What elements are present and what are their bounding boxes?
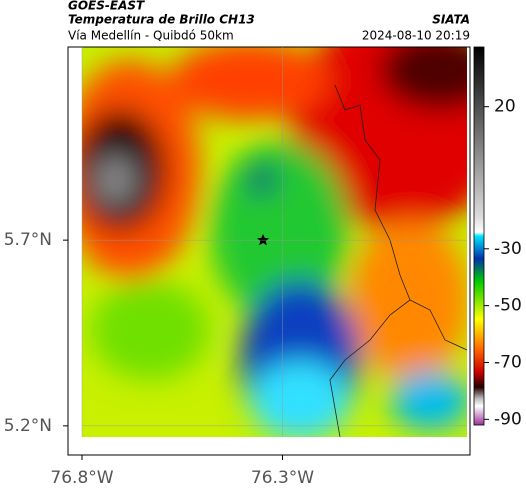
y-tick-label: 5.2°N	[4, 416, 52, 436]
x-tick-label: 76.3°W	[251, 468, 314, 488]
timestamp: 2024-08-10 20:19	[362, 29, 470, 43]
colorbar	[473, 46, 485, 426]
x-tick-label: 76.8°W	[50, 468, 113, 488]
colorbar-label: -50	[494, 296, 522, 316]
y-tick-label: 5.7°N	[4, 230, 52, 250]
colorbar-label: -90	[494, 409, 522, 429]
route: Vía Medellín - Quibdó 50km	[68, 29, 234, 43]
satellite-image	[82, 47, 467, 437]
title: GOES-EAST	[68, 0, 145, 13]
source: SIATA	[432, 13, 470, 27]
subtitle: Temperatura de Brillo CH13	[68, 13, 255, 27]
city-marker	[257, 234, 269, 246]
colorbar-label: 20	[494, 97, 516, 117]
colorbar-label: -30	[494, 239, 522, 259]
colorbar-label: -70	[494, 352, 522, 372]
map-frame	[67, 46, 471, 456]
